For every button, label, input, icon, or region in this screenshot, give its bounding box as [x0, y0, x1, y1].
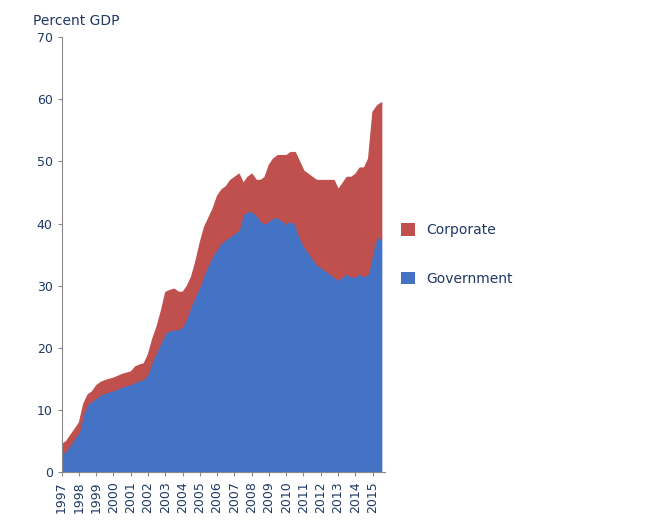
Legend: Corporate, Government: Corporate, Government	[395, 218, 518, 291]
Text: Percent GDP: Percent GDP	[33, 14, 119, 29]
